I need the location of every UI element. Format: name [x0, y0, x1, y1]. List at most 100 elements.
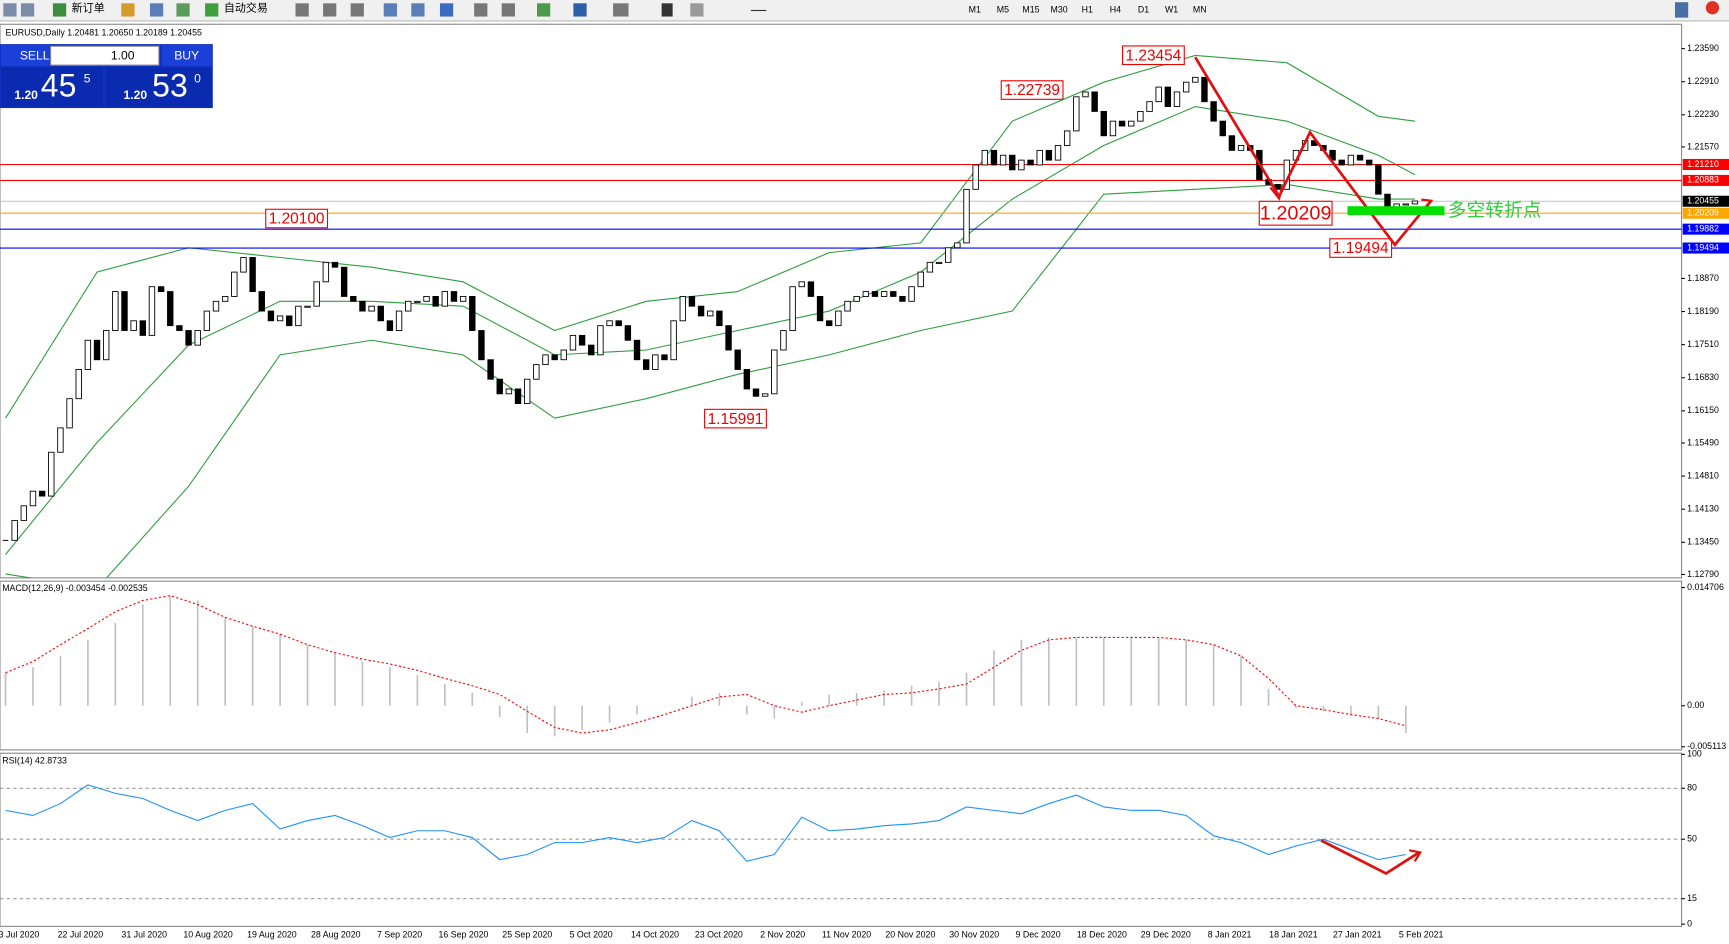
candle [38, 490, 46, 497]
level-price-label: 1.19882 [1687, 223, 1719, 233]
candle [212, 300, 220, 312]
candle [1091, 91, 1098, 112]
timeframe-button[interactable]: M5 [997, 4, 1009, 14]
trade-panel: SELL 1.00 BUY 1.20 45 5 1.20 53 0 [0, 44, 213, 109]
candle [1164, 86, 1172, 107]
lot-input[interactable] [50, 45, 160, 66]
level-price-box [1682, 195, 1729, 207]
x-tick-label: 23 Oct 2020 [695, 930, 743, 940]
candle [816, 295, 824, 322]
candle [1356, 154, 1364, 161]
sell-label[interactable]: SELL [20, 48, 50, 62]
x-tick-label: 5 Oct 2020 [570, 930, 613, 940]
candle [1411, 200, 1419, 205]
candle [249, 257, 256, 293]
sell-button[interactable] [1, 45, 50, 67]
candle [871, 291, 879, 297]
level-price-label: 1.19494 [1687, 242, 1719, 252]
candle [1192, 76, 1199, 83]
annotation-box [704, 408, 767, 429]
candle [633, 339, 641, 361]
candle [194, 330, 201, 346]
candle [295, 305, 302, 327]
candle [835, 310, 842, 327]
timeframe-button[interactable]: H4 [1110, 4, 1121, 14]
x-tick-label: 31 Jul 2020 [121, 930, 167, 940]
timeframe-button[interactable]: M1 [969, 4, 981, 14]
candle [789, 286, 796, 331]
candle [231, 271, 238, 297]
candle [1210, 101, 1217, 122]
timeframe-button[interactable]: H1 [1082, 4, 1093, 14]
sell-price-big: 1.20 [14, 88, 38, 102]
candle [121, 291, 128, 331]
candle [340, 266, 348, 297]
timeframe-button[interactable]: W1 [1165, 4, 1178, 14]
x-tick-label: 10 Aug 2020 [183, 930, 233, 940]
x-tick-label: 18 Dec 2020 [1077, 930, 1127, 940]
candle [514, 388, 522, 404]
y-tick-label: 100 [1687, 749, 1702, 759]
candle [93, 339, 101, 361]
level-price-box [1682, 242, 1729, 254]
candle [167, 291, 174, 327]
auto-trading[interactable]: 自动交易 [224, 1, 268, 15]
candle [670, 320, 677, 361]
timeframe-button[interactable]: M30 [1051, 4, 1068, 14]
buy-price-pips: 53 [152, 68, 188, 104]
y-tick-label: 1.21570 [1687, 141, 1719, 151]
annotation-box [1258, 200, 1333, 226]
x-tick-label: 9 Dec 2020 [1016, 930, 1061, 940]
candle [926, 261, 934, 273]
candle [734, 349, 741, 370]
y-tick-label: 1.14130 [1687, 504, 1719, 514]
buy-button[interactable] [162, 45, 212, 67]
candle [908, 286, 915, 302]
candle [917, 271, 924, 288]
bollinger-upper [5, 54, 1416, 419]
candle [642, 359, 650, 370]
candle [716, 310, 723, 327]
x-tick-label: 25 Sep 2020 [502, 930, 552, 940]
candle [1155, 86, 1162, 103]
lot-value[interactable]: 1.00 [111, 48, 135, 62]
candle [761, 393, 769, 397]
y-tick-label: 0.014706 [1687, 582, 1724, 592]
candle [771, 349, 778, 395]
candle [688, 295, 696, 307]
candle [386, 320, 394, 331]
candle [533, 364, 540, 380]
new-order[interactable]: 新订单 [72, 1, 105, 15]
candle [459, 295, 467, 302]
timeframe-button[interactable]: D1 [1138, 4, 1149, 14]
candle [1347, 154, 1355, 166]
x-tick-label: 14 Oct 2020 [631, 930, 679, 940]
candle [1054, 145, 1062, 161]
y-tick-label: 1.23590 [1687, 43, 1719, 53]
y-tick-label: 1.16150 [1687, 405, 1719, 415]
annotation-box [1000, 80, 1064, 100]
level-price-label: 1.20209 [1687, 208, 1719, 218]
candle [707, 310, 714, 317]
candle [652, 354, 659, 370]
candle [395, 310, 403, 331]
candle [807, 281, 815, 297]
timeframe-button[interactable]: MN [1193, 4, 1207, 14]
candle [432, 295, 439, 307]
macd-title: MACD(12,26,9) -0.003454 -0.002535 [2, 583, 148, 593]
y-tick-label: 1.15490 [1687, 437, 1719, 447]
candle [203, 310, 211, 331]
level-price-box [1682, 174, 1729, 186]
candle [1137, 110, 1144, 122]
candle [102, 330, 110, 361]
buy-label[interactable]: BUY [174, 48, 199, 62]
level-price-box [1682, 223, 1729, 235]
candle [972, 164, 979, 190]
toolbar-icons [3, 1, 1720, 18]
x-tick-label: 5 Feb 2021 [1399, 930, 1444, 940]
candle [157, 286, 165, 293]
timeframe-button[interactable]: M15 [1022, 4, 1039, 14]
y-tick-label: 1.16830 [1687, 372, 1719, 382]
candle [304, 305, 311, 308]
